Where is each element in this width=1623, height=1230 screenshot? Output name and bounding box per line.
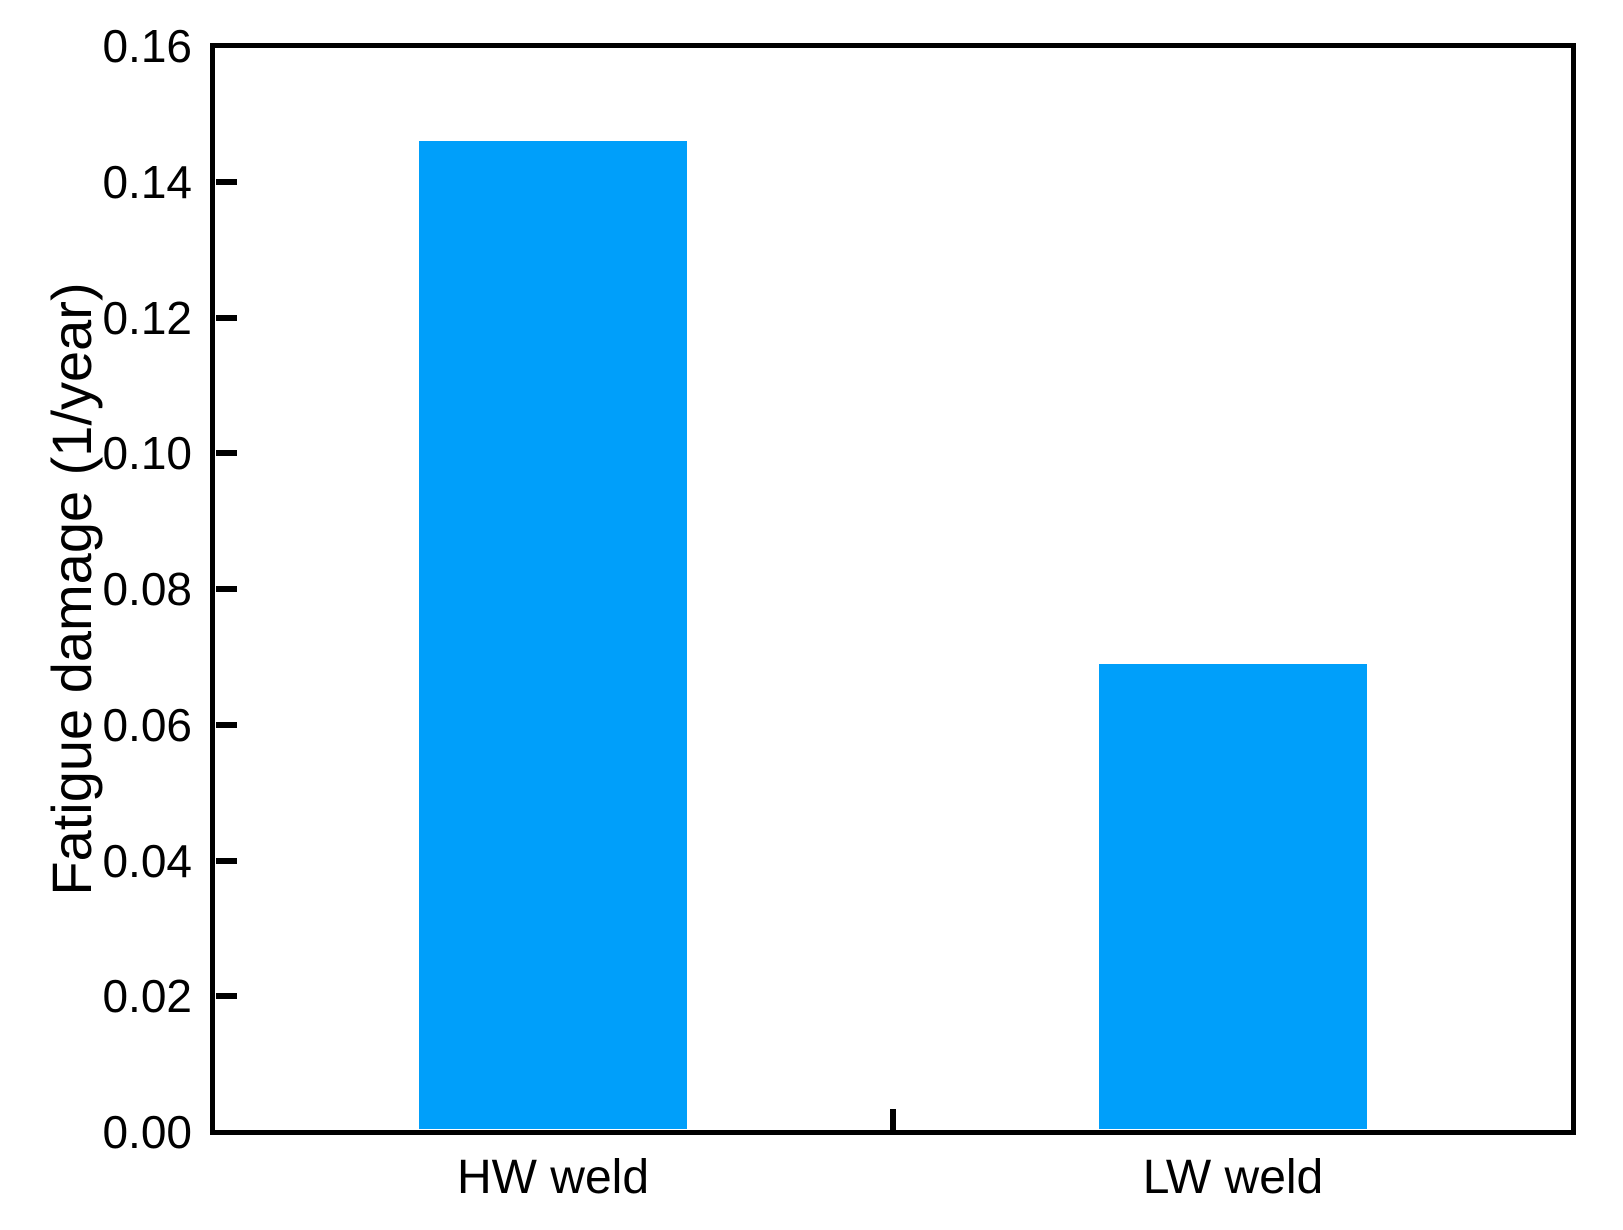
y-tick-label: 0.02 — [102, 970, 192, 1023]
plot-area-frame — [210, 43, 1576, 1135]
y-axis-tick — [215, 721, 237, 728]
bar-lw-weld — [1099, 663, 1367, 1129]
x-axis-tick — [890, 1108, 896, 1130]
y-tick-label: 0.06 — [102, 698, 192, 751]
bar-hw-weld — [419, 141, 687, 1129]
y-tick-label: 0.12 — [102, 291, 192, 344]
y-axis-tick — [215, 857, 237, 864]
y-tick-label: 0.00 — [102, 1106, 192, 1158]
y-tick-label: 0.04 — [102, 834, 192, 887]
y-tick-label: 0.08 — [102, 563, 192, 615]
y-axis-tick — [215, 586, 237, 592]
y-axis-tick — [215, 993, 237, 1000]
x-category-label: HW weld — [456, 1151, 650, 1204]
y-tick-label: 0.16 — [102, 20, 192, 72]
y-axis-tick — [215, 314, 237, 321]
y-tick-label: 0.14 — [102, 155, 192, 208]
y-axis-tick — [215, 178, 237, 185]
y-tick-label: 0.10 — [102, 427, 192, 480]
y-axis-tick — [215, 450, 237, 457]
x-category-label: LW weld — [1142, 1151, 1324, 1204]
